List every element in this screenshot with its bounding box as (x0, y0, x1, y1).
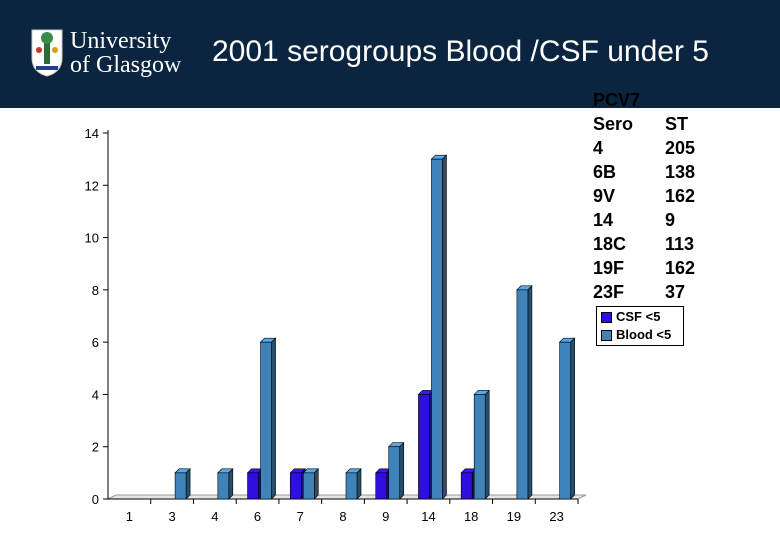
x-tick-label: 6 (254, 509, 261, 524)
y-tick-label: 14 (85, 126, 99, 141)
st-cell: 9 (665, 210, 676, 230)
serotype-cell: 23F (593, 282, 625, 302)
y-tick-label: 8 (92, 283, 99, 298)
bar-blood-7 (302, 468, 319, 500)
serotype-header-st: ST (665, 114, 689, 134)
x-tick-label: 7 (297, 509, 304, 524)
st-cell: 162 (665, 186, 696, 206)
st-cell: 138 (665, 162, 696, 182)
serotype-cell: 18C (593, 234, 627, 254)
crest-icon (31, 29, 63, 77)
serotype-table: PCV7 Sero ST 4 205 6B 138 9V 162 14 9 18C 113… (593, 88, 713, 304)
title-banner: University of Glasgow 2001 serogroups Bl… (0, 0, 780, 108)
x-tick-label: 8 (339, 509, 346, 524)
x-tick-label: 23 (549, 509, 563, 524)
y-tick-label: 6 (92, 335, 99, 350)
bar-blood-23 (558, 337, 576, 500)
y-tick-label: 4 (92, 387, 99, 402)
serotype-cell: 9V (593, 186, 616, 206)
legend-label-csf: CSF <5 (616, 309, 661, 324)
y-tick-label: 10 (85, 231, 99, 246)
x-tick-label: 18 (464, 509, 478, 524)
legend-swatch-csf (601, 312, 612, 324)
legend-swatch-blood (601, 330, 612, 342)
university-logo: University of Glasgow (30, 28, 190, 82)
bar-blood-3 (174, 468, 191, 500)
x-tick-label: 3 (168, 509, 175, 524)
serotype-cell: 14 (593, 210, 614, 230)
y-tick-label: 0 (92, 492, 99, 507)
x-tick-label: 1 (126, 509, 133, 524)
y-tick-label: 12 (85, 178, 99, 193)
serotype-cell: 6B (593, 162, 617, 182)
bar-blood-4 (217, 468, 234, 500)
bar-blood-9 (388, 441, 405, 500)
page-title: 2001 serogroups Blood /CSF under 5 (212, 35, 709, 68)
legend-label-blood: Blood <5 (616, 327, 672, 342)
bar-blood-6 (259, 337, 277, 500)
bar-blood-18 (473, 389, 490, 500)
x-tick-label: 9 (382, 509, 389, 524)
serotype-table-title: PCV7 (593, 90, 641, 110)
bar-blood-19 (516, 285, 533, 500)
x-tick-label: 4 (211, 509, 218, 524)
chart-plot-area: 0 2 4 6 8 10 12 14 1 3 4 6 7 8 9 14 18 19 23 (85, 126, 587, 524)
bar-blood-8 (345, 468, 362, 500)
st-cell: 205 (665, 138, 696, 158)
x-tick-label: 14 (421, 509, 435, 524)
x-tick-label: 19 (507, 509, 521, 524)
bar-blood-14 (430, 154, 448, 500)
legend-item-csf: CSF <5 (601, 309, 660, 325)
serotype-cell: 19F (593, 258, 625, 278)
serotype-cell: 4 (593, 138, 604, 158)
logo-text-line1: University (70, 28, 172, 54)
st-cell: 37 (665, 282, 686, 302)
st-cell: 113 (665, 234, 695, 254)
chart-legend: CSF <5 Blood <5 (596, 306, 684, 346)
logo-text-line2: of Glasgow (70, 52, 182, 78)
serotype-header-sero: Sero (593, 114, 634, 134)
st-cell: 162 (665, 258, 696, 278)
legend-item-blood: Blood <5 (601, 327, 671, 343)
y-tick-label: 2 (92, 440, 99, 455)
